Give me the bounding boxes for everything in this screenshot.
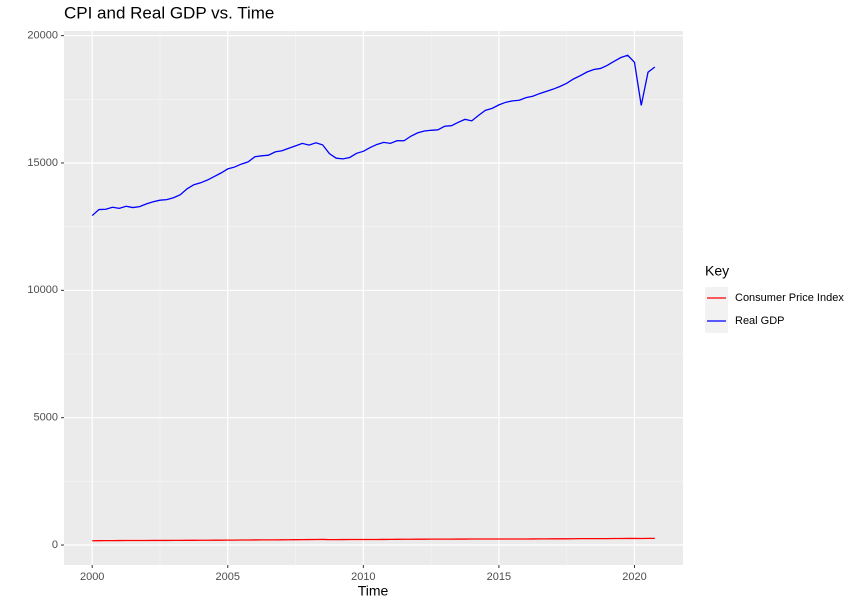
plot-panel bbox=[64, 31, 683, 565]
legend-title: Key bbox=[705, 263, 729, 279]
x-tick-label: 2020 bbox=[622, 571, 646, 583]
legend-label: Consumer Price Index bbox=[735, 292, 844, 304]
series-line bbox=[91, 54, 656, 217]
y-tick-label: 10000 bbox=[27, 284, 58, 296]
chart-title: CPI and Real GDP vs. Time bbox=[64, 3, 274, 22]
x-tick-label: 2005 bbox=[216, 571, 240, 583]
series-line bbox=[92, 537, 655, 542]
y-tick-label: 20000 bbox=[27, 30, 58, 42]
x-tick-label: 2000 bbox=[80, 571, 104, 583]
x-axis-title: Time bbox=[358, 583, 389, 599]
legend-label: Real GDP bbox=[735, 315, 785, 327]
x-tick-label: 2015 bbox=[487, 571, 511, 583]
x-tick-label: 2010 bbox=[351, 571, 375, 583]
y-tick-label: 15000 bbox=[27, 157, 58, 169]
y-tick-label: 5000 bbox=[34, 412, 58, 424]
y-tick-label: 0 bbox=[52, 539, 58, 551]
